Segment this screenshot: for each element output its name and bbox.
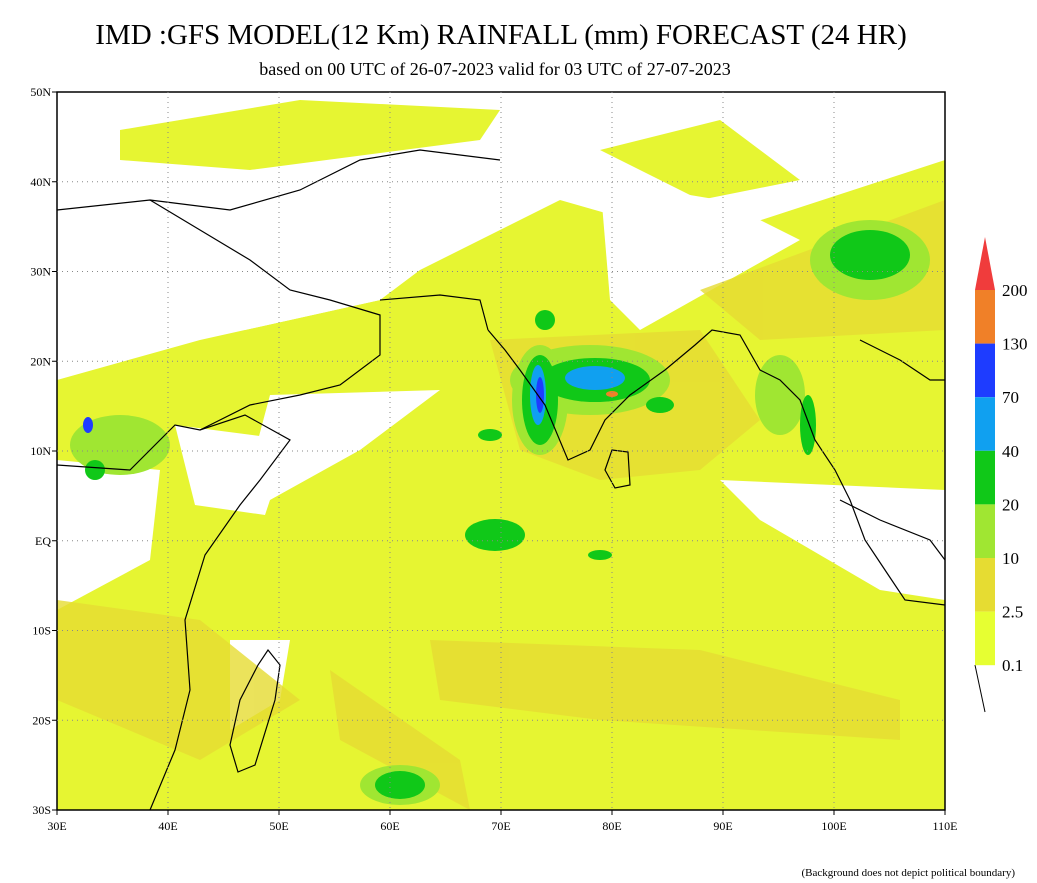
- legend-swatch: [975, 343, 995, 398]
- legend-label: 200: [1002, 281, 1028, 300]
- lat-label: 20N: [30, 354, 51, 368]
- lon-label: 70E: [491, 819, 510, 833]
- lon-label: 100E: [821, 819, 846, 833]
- legend-swatch: [975, 504, 995, 558]
- lat-label: 30S: [32, 803, 51, 817]
- legend-tail: [974, 664, 986, 713]
- legend-label: 70: [1002, 388, 1019, 407]
- legend-label: 10: [1002, 549, 1019, 568]
- legend-swatch: [975, 450, 995, 505]
- legend-swatch: [975, 558, 995, 612]
- legend-arrow: [975, 237, 995, 290]
- extreme-rain: [83, 377, 544, 433]
- lon-label: 40E: [158, 819, 177, 833]
- legend-swatch: [975, 290, 995, 344]
- peak-rain: [606, 391, 618, 397]
- lat-label: 50N: [30, 85, 51, 99]
- legend-label: 40: [1002, 442, 1019, 461]
- legend-swatch: [975, 397, 995, 451]
- lon-label: 80E: [602, 819, 621, 833]
- legend-swatch: [975, 611, 995, 666]
- legend-label: 0.1: [1002, 656, 1023, 675]
- lat-label: EQ: [35, 534, 51, 548]
- lon-label: 30E: [47, 819, 66, 833]
- map: [56, 91, 946, 811]
- lat-label: 20S: [32, 713, 51, 727]
- lat-label: 30N: [30, 265, 51, 279]
- legend-label: 2.5: [1002, 603, 1023, 622]
- lat-label: 40N: [30, 175, 51, 189]
- lon-label: 60E: [380, 819, 399, 833]
- lat-label: 10N: [30, 444, 51, 458]
- coastline: [57, 149, 945, 810]
- lon-label: 90E: [713, 819, 732, 833]
- footnote: (Background does not depict political bo…: [801, 867, 1015, 879]
- legend-label: 20: [1002, 495, 1019, 514]
- subtitle: based on 00 UTC of 26-07-2023 valid for …: [259, 59, 730, 79]
- lat-label: 10S: [32, 624, 51, 638]
- lon-label: 110E: [933, 819, 958, 833]
- dry-area: [57, 92, 945, 730]
- title: IMD :GFS MODEL(12 Km) RAINFALL (mm) FORE…: [95, 19, 906, 51]
- legend-label: 130: [1002, 335, 1028, 354]
- lon-label: 50E: [269, 819, 288, 833]
